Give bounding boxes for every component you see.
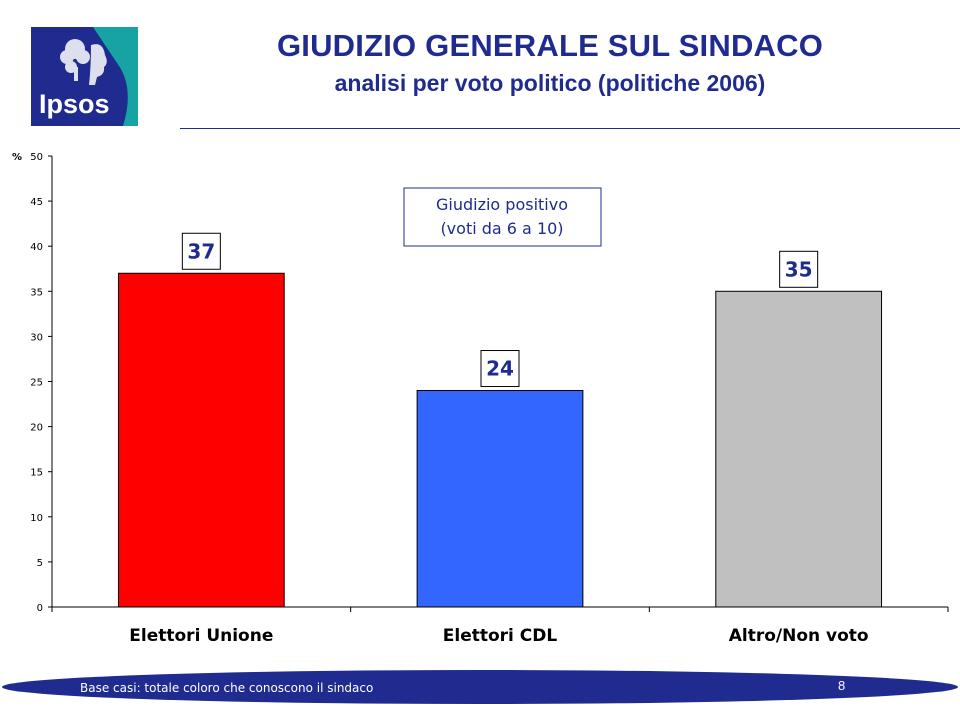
title-divider	[180, 128, 960, 129]
annotation-box: Giudizio positivo (voti da 6 a 10)	[403, 187, 602, 247]
data-label-box	[181, 232, 221, 270]
annotation-frame	[403, 187, 602, 247]
y-tick-label: 30	[30, 332, 43, 343]
y-tick-label: 40	[30, 242, 43, 253]
category-label: Altro/Non voto	[729, 626, 869, 646]
y-tick-label: 25	[30, 378, 43, 389]
annotation-line-1: Giudizio positivo	[436, 195, 568, 214]
page-title: GIUDIZIO GENERALE SUL SINDACO	[276, 28, 824, 63]
data-label: 24	[486, 357, 514, 381]
y-tick-label: 20	[30, 423, 43, 434]
x-axis	[51, 606, 949, 612]
bar-2	[416, 390, 584, 608]
ipsos-logo: Ipsos	[31, 27, 138, 126]
page-number: 8	[838, 678, 846, 693]
y-tick-label: 15	[30, 468, 43, 479]
annotation-line-2: (voti da 6 a 10)	[440, 219, 563, 238]
bars	[117, 272, 883, 608]
data-label-box	[480, 350, 520, 388]
y-tick-label: 5	[37, 558, 43, 569]
footer-note: Base casi: totale coloro che conoscono i…	[80, 681, 374, 695]
data-label-box	[779, 250, 819, 288]
category-label: Elettori CDL	[443, 626, 558, 646]
y-tick-label: 35	[30, 287, 43, 298]
category-labels: Elettori Unione Elettori CDL Altro/Non vot…	[129, 626, 868, 646]
y-axis: 0 5 10 15 20 25 30 35 40 45 50%	[12, 152, 53, 614]
footer-band	[2, 670, 958, 704]
page-subtitle: analisi per voto politico (politiche 200…	[334, 70, 766, 96]
logo-text: Ipsos	[39, 89, 110, 119]
data-label: 35	[785, 257, 813, 281]
y-tick-label: 0	[37, 603, 43, 614]
category-label: Elettori Unione	[129, 626, 273, 646]
y-tick-label: 10	[30, 513, 43, 524]
bar-chart: 0 5 10 15 20 25 30 35 40 45 50% 37 24 35 Elettori Un…	[12, 152, 949, 646]
data-labels: 37 24 35	[181, 232, 819, 388]
bar-1	[117, 272, 285, 608]
data-label: 37	[187, 239, 215, 263]
bar-3	[715, 290, 883, 608]
y-tick-label: 45	[30, 197, 43, 208]
y-tick-label: 50	[30, 152, 43, 163]
y-axis-unit: %	[12, 152, 22, 163]
